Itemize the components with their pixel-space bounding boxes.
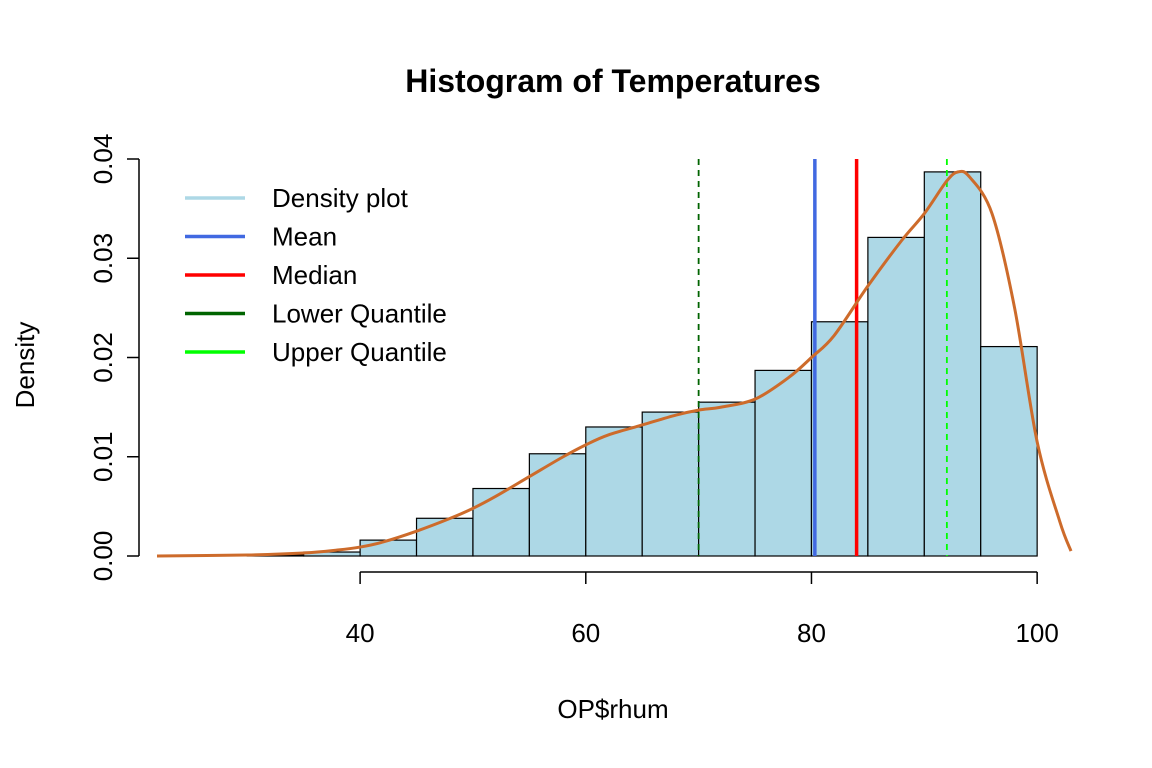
histogram-bar bbox=[980, 345, 1038, 557]
histogram-bar bbox=[810, 321, 869, 557]
legend: Density plot Mean Median Lower Quantile Uppe… bbox=[185, 183, 447, 367]
legend-label: Median bbox=[272, 260, 357, 290]
histogram-bar bbox=[528, 453, 587, 557]
y-tick-label: 0.04 bbox=[88, 134, 118, 185]
histogram-bar bbox=[867, 236, 925, 557]
x-tick-label: 80 bbox=[797, 618, 826, 648]
y-tick-label: 0.03 bbox=[88, 233, 118, 284]
histogram-bar bbox=[923, 171, 982, 557]
histogram-bar bbox=[415, 517, 474, 557]
density-curve bbox=[156, 169, 1073, 558]
x-tick-label: 60 bbox=[571, 618, 600, 648]
histogram-bar bbox=[585, 426, 643, 557]
x-tick-label: 40 bbox=[346, 618, 375, 648]
histogram-bar bbox=[698, 401, 756, 557]
x-tick-label: 100 bbox=[1015, 618, 1058, 648]
chart-title: Histogram of Temperatures bbox=[405, 63, 821, 99]
histogram-bar bbox=[359, 539, 418, 557]
legend-label: Upper Quantile bbox=[272, 337, 447, 367]
x-axis-label: OP$rhum bbox=[557, 694, 668, 724]
histogram-bar bbox=[472, 487, 530, 557]
y-axis-label: Density bbox=[10, 322, 40, 409]
histogram-bar bbox=[754, 369, 813, 557]
y-tick-label: 0.00 bbox=[88, 531, 118, 582]
reference-lines bbox=[697, 159, 948, 556]
legend-label: Mean bbox=[272, 222, 337, 252]
x-axis: 40 60 80 100 bbox=[346, 571, 1059, 648]
histogram-bars bbox=[246, 171, 1038, 557]
legend-label: Lower Quantile bbox=[272, 299, 447, 329]
y-axis: 0.00 0.01 0.02 0.03 0.04 bbox=[88, 134, 140, 582]
y-tick-label: 0.02 bbox=[88, 332, 118, 383]
histogram-bar bbox=[641, 411, 700, 557]
y-tick-label: 0.01 bbox=[88, 431, 118, 482]
legend-label: Density plot bbox=[272, 183, 409, 213]
